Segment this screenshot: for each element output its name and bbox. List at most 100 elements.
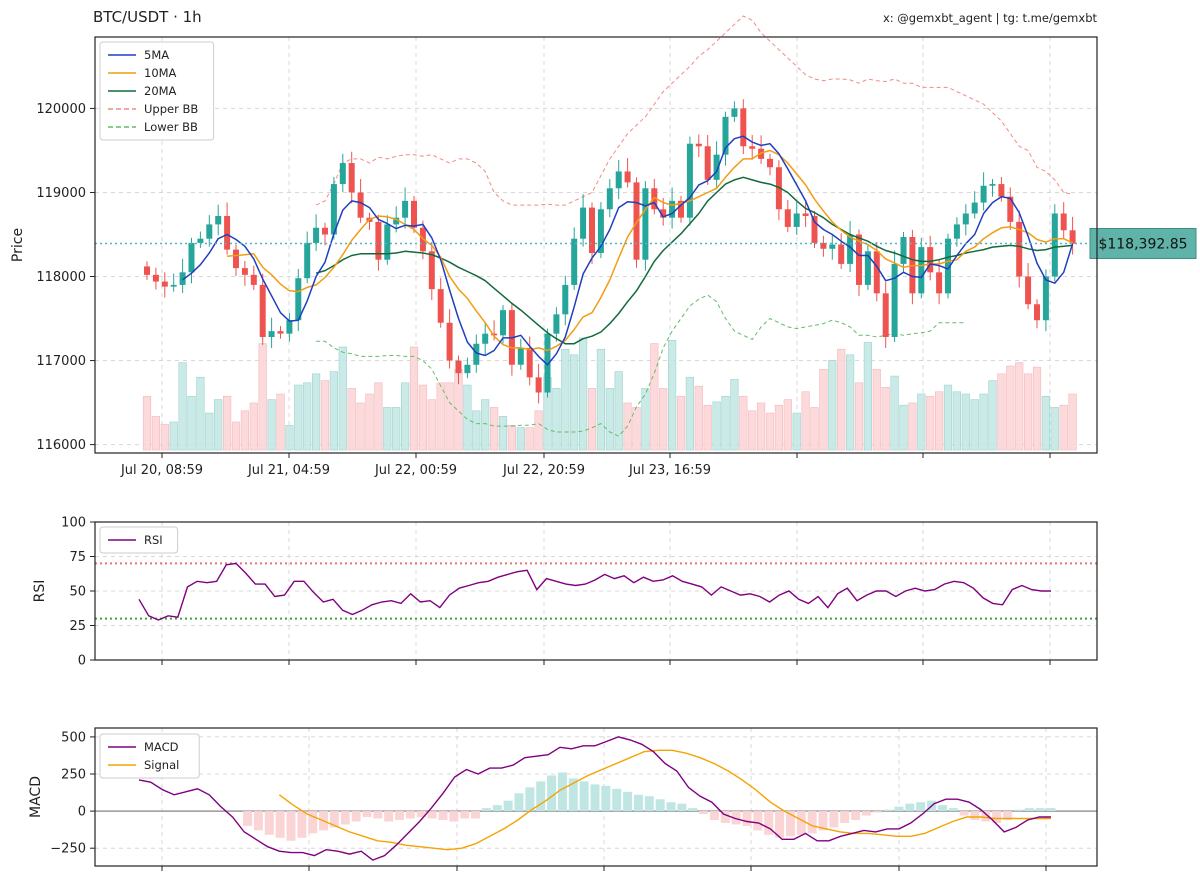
volume-bar [926, 395, 935, 451]
candle-body [847, 234, 854, 264]
candle-body [544, 333, 551, 393]
volume-bar [837, 348, 846, 451]
volume-bar [285, 425, 294, 451]
candle-body [882, 293, 889, 338]
histogram-bar [633, 794, 643, 812]
volume-bar [472, 410, 481, 451]
volume-bar [169, 421, 178, 451]
ytick-label: 0 [78, 654, 86, 669]
volume-bar [685, 376, 694, 451]
current-price-tag [1089, 227, 1197, 259]
histogram-bar [503, 800, 513, 812]
candle-body [660, 209, 667, 218]
histogram-bar [753, 811, 763, 831]
candle-body [553, 314, 560, 334]
volume-bar [561, 348, 570, 451]
candle-body [295, 278, 302, 321]
volume-bar [436, 382, 445, 451]
candle-body [927, 247, 934, 273]
volume-bar [356, 402, 365, 451]
volume-bar [659, 388, 668, 451]
volume-bar [970, 399, 979, 451]
volume-bar [205, 412, 214, 451]
candle-body [624, 171, 631, 183]
xtick-label: Jul 21, 04:59 [247, 463, 330, 478]
volume-bar [587, 388, 597, 451]
ytick-label: 116000 [36, 438, 86, 453]
volume-bar [801, 391, 810, 451]
volume-bar [578, 337, 588, 451]
histogram-bar [340, 811, 350, 825]
candle-body [678, 200, 684, 218]
histogram-bar [644, 796, 654, 812]
volume-bar [783, 399, 792, 451]
candle-body [989, 184, 996, 186]
histogram-bar [623, 791, 633, 812]
volume-bar [427, 399, 436, 451]
xtick-label: Jul 22, 20:59 [502, 463, 585, 478]
chart-title: BTC/USDT · 1h [93, 8, 202, 26]
histogram-bar [373, 811, 383, 819]
histogram-bar [970, 811, 980, 820]
volume-bar [934, 391, 944, 451]
volume-bar [667, 339, 677, 451]
histogram-bar [253, 811, 263, 831]
xtick-label: Jul 22, 00:59 [374, 463, 457, 478]
volume-bar [721, 395, 730, 451]
volume-bar [676, 395, 686, 451]
candle-body [1069, 230, 1076, 244]
histogram-bar [699, 811, 709, 815]
candle-body [873, 251, 880, 294]
candle-body [651, 188, 658, 210]
volume-bar [196, 376, 205, 451]
volume-bar [374, 382, 383, 451]
candle-body [233, 249, 239, 269]
ytick-label: 120000 [36, 102, 86, 117]
volume-bar [214, 399, 223, 451]
histogram-bar [861, 811, 871, 816]
y-axis-label: RSI [32, 580, 48, 603]
histogram-bar [872, 811, 882, 813]
rsi-line [138, 562, 1051, 621]
candle-body [820, 242, 827, 249]
legend-label-upper-bb: Upper BB [144, 102, 198, 116]
volume-bar [347, 388, 356, 451]
candle-body [357, 192, 364, 218]
histogram-bar [731, 811, 741, 825]
volume-bar [151, 416, 161, 451]
volume-bar [1041, 395, 1050, 451]
candle-body [571, 238, 578, 285]
legend-box [99, 526, 179, 554]
candle-body [339, 163, 346, 185]
volume-bar [845, 354, 855, 451]
volume-bar [792, 412, 801, 451]
signal-line [278, 749, 1051, 851]
candle-body [491, 333, 498, 336]
histogram-bar [840, 811, 850, 823]
candle-body [1025, 276, 1032, 305]
volume-bar [881, 386, 890, 451]
candle-body [384, 224, 391, 260]
candle-body [241, 268, 248, 275]
histogram-bar [286, 811, 296, 841]
volume-bar [765, 412, 775, 451]
candle-body [1042, 276, 1049, 321]
candle-body [152, 274, 159, 282]
histogram-bar [471, 811, 481, 819]
histogram-bar [818, 811, 828, 831]
candle-body [286, 320, 293, 334]
legend-label-5ma: 5MA [144, 48, 169, 62]
candle-body [740, 108, 747, 147]
candle-body [767, 158, 773, 168]
volume-bar [908, 402, 917, 451]
candle-body [197, 238, 204, 243]
candle-body [829, 244, 836, 249]
candle-body [900, 237, 907, 264]
volume-bar [819, 369, 828, 451]
candle-body [713, 154, 720, 180]
volume-bar [516, 427, 525, 451]
histogram-bar [1013, 809, 1023, 812]
candle-body [749, 146, 756, 149]
histogram-bar [297, 811, 307, 838]
xtick-label: Jul 23, 16:59 [628, 463, 711, 478]
